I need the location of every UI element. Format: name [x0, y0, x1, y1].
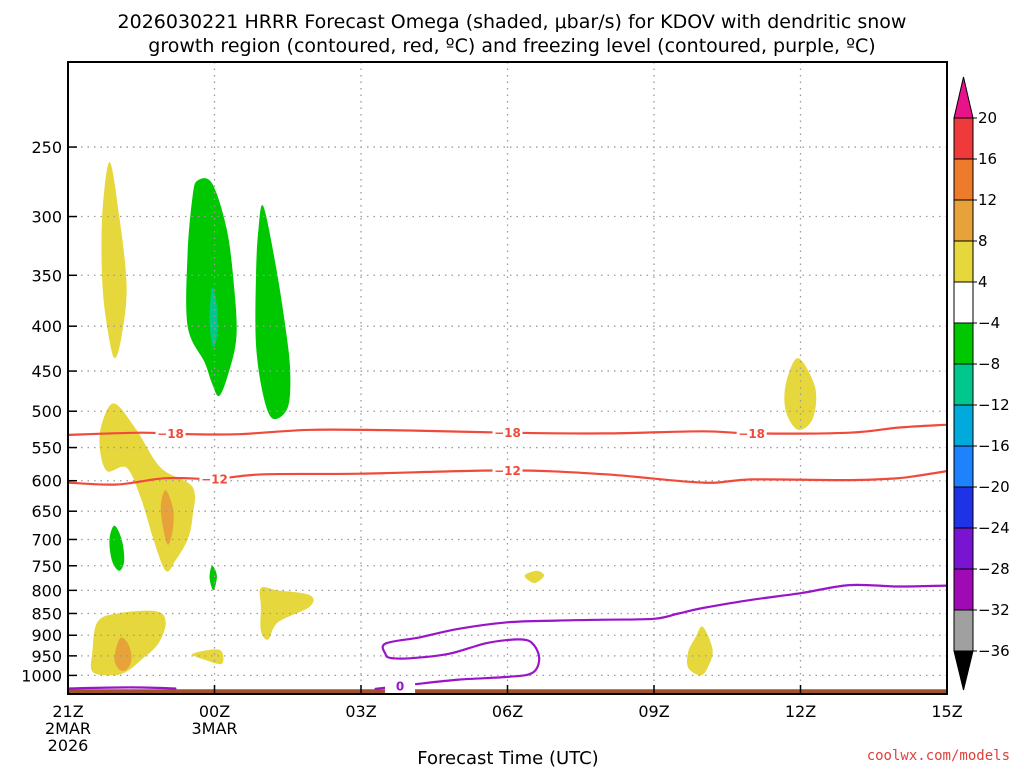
omega-region-rising-midlevel-core: [160, 490, 174, 545]
contour-label-isotherm-minus18-2: −18: [738, 427, 765, 441]
contour-label-bg-isotherm-minus12-0: [199, 470, 230, 487]
xtick-label-18-0: 15Z: [931, 702, 962, 721]
omega-region-sinking-core-00z: [209, 287, 218, 348]
contour-isotherm-minus12: [66, 469, 949, 486]
colorbar-label-0: 20: [978, 109, 997, 127]
contour-label-bg-freezing-level-main-0: [385, 677, 416, 694]
colorbar-label-6: −8: [978, 355, 1000, 373]
ytick-label-1000: 1000: [21, 666, 62, 685]
colorbar-label-9: −20: [978, 478, 1010, 496]
colorbar-bin-2: [953, 199, 974, 242]
omega-region-sinking-lowlevel-00z: [209, 565, 217, 591]
xtick-label-0-0: 21Z: [52, 702, 83, 721]
omega-region-rising-lowlevel-01z: [259, 587, 314, 640]
xtick-label-3-1: 3MAR: [191, 719, 237, 738]
colorbar-label-2: 12: [978, 191, 997, 209]
ytick-label-350: 350: [31, 266, 62, 285]
contour-label-bg-isotherm-minus18-0: [155, 425, 186, 442]
colorbar-top-triangle: [953, 76, 974, 119]
ytick-label-250: 250: [31, 138, 62, 157]
omega-region-sinking-upper-00z: [186, 178, 237, 397]
colorbar-label-11: −28: [978, 560, 1010, 578]
ytick-label-650: 650: [31, 502, 62, 521]
ytick-label-950: 950: [31, 647, 62, 666]
contour-label-bg-isotherm-minus18-2: [736, 425, 767, 442]
colorbar-label-12: −32: [978, 601, 1010, 619]
colorbar-label-10: −24: [978, 519, 1010, 537]
x-axis-title: Forecast Time (UTC): [417, 748, 598, 768]
omega-shading-layer: [90, 162, 817, 676]
ytick-label-850: 850: [31, 604, 62, 623]
colorbar-label-8: −16: [978, 437, 1010, 455]
contour-freezing-level-main: [374, 583, 949, 690]
contour-label-freezing-level-main-0: 0: [396, 679, 404, 693]
colorbar-bin-3: [953, 240, 974, 283]
ytick-label-600: 600: [31, 472, 62, 491]
colorbar-label-7: −12: [978, 396, 1010, 414]
omega-region-rising-boundary-core: [114, 637, 132, 671]
xtick-label-6-0: 03Z: [345, 702, 376, 721]
contour-layer: −18 −18 −18 −12 −12 0: [66, 423, 949, 694]
chart-title-line2: growth region (contoured, red, ºC) and f…: [148, 35, 875, 57]
colorbar-label-5: −4: [978, 314, 1000, 332]
xtick-label-3-0: 00Z: [199, 702, 230, 721]
colorbar-bin-8: [953, 445, 974, 488]
omega-region-sinking-upper-01z: [255, 205, 291, 420]
pressure-axis: 250 300 350 400 450 500 550 600 650 700 750 800 850 9…: [21, 138, 77, 685]
colorbar-label-13: −36: [978, 642, 1010, 660]
colorbar-bin-7: [953, 404, 974, 447]
omega-region-rising-lowlevel-04z: [524, 570, 545, 584]
contour-label-isotherm-minus12-1: −12: [494, 464, 521, 478]
xtick-label-9-0: 06Z: [492, 702, 523, 721]
colorbar-label-4: 4: [978, 273, 988, 291]
contour-label-isotherm-minus12-0: −12: [201, 472, 228, 486]
ytick-label-550: 550: [31, 439, 62, 458]
ytick-label-450: 450: [31, 362, 62, 381]
colorbar-bin-5: [953, 322, 974, 365]
colorbar-bottom-triangle: [953, 650, 974, 691]
omega-region-rising-boundary-early: [90, 610, 166, 676]
ytick-label-900: 900: [31, 626, 62, 645]
contour-label-bg-isotherm-minus12-1: [492, 462, 523, 479]
xtick-label-0-2: 2026: [48, 736, 89, 755]
colorbar-label-3: 8: [978, 232, 988, 250]
colorbar-bin-11: [953, 568, 974, 611]
ytick-label-700: 700: [31, 530, 62, 549]
colorbar-label-1: 16: [978, 150, 997, 168]
colorbar-bin-4: [953, 281, 974, 324]
ytick-label-800: 800: [31, 581, 62, 600]
colorbar-bin-12: [953, 609, 974, 652]
ytick-label-500: 500: [31, 402, 62, 421]
contour-label-isotherm-minus18-0: −18: [157, 427, 184, 441]
colorbar-bin-0: [953, 117, 974, 160]
contour-freezing-level-surface: [66, 686, 177, 690]
omega-region-rising-upper-early: [101, 162, 127, 359]
colorbar-bin-1: [953, 158, 974, 201]
ytick-label-750: 750: [31, 557, 62, 576]
watermark: coolwx.com/models: [867, 748, 1010, 764]
ytick-label-300: 300: [31, 208, 62, 227]
xtick-label-15-0: 12Z: [785, 702, 816, 721]
omega-region-sinking-lowlevel-early: [109, 525, 125, 571]
xtick-label-0-1: 2MAR: [45, 719, 91, 738]
omega-region-rising-lowlevel-00z: [192, 649, 224, 665]
colorbar-bin-6: [953, 363, 974, 406]
xtick-label-12-0: 09Z: [638, 702, 669, 721]
ytick-label-400: 400: [31, 317, 62, 336]
grid-lines: [67, 62, 948, 694]
colorbar-bin-10: [953, 527, 974, 570]
colorbar: 20 16 12 8 4 −4 −8 −12 −16 −20 −24 −28 −32 −36: [953, 76, 1010, 691]
contour-label-isotherm-minus18-1: −18: [494, 426, 521, 440]
contour-label-bg-isotherm-minus18-1: [492, 424, 523, 441]
omega-region-rising-lowlevel-10z: [686, 626, 713, 676]
plot-frame: [67, 61, 948, 695]
colorbar-bin-9: [953, 486, 974, 529]
chart-title-line1: 2026030221 HRRR Forecast Omega (shaded, …: [118, 11, 907, 33]
